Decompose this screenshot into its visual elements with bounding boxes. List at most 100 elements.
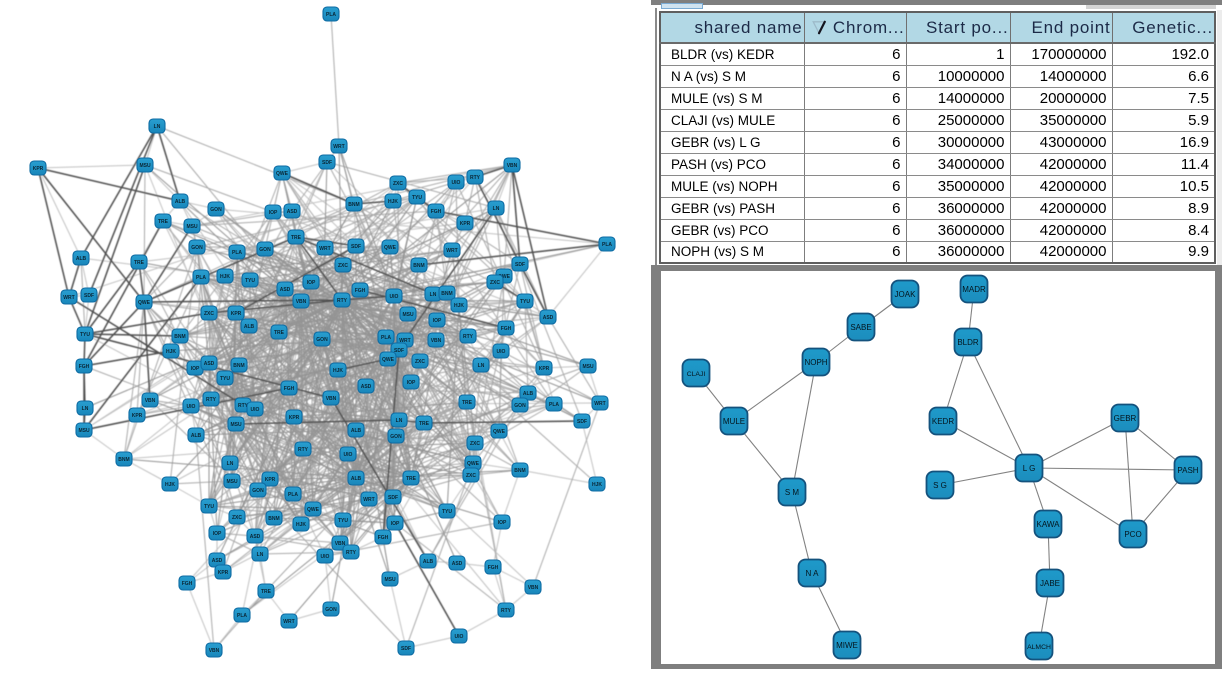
- svg-text:MSU: MSU: [226, 479, 238, 485]
- svg-text:ALB: ALB: [191, 433, 202, 439]
- svg-text:KPR: KPR: [218, 570, 229, 576]
- svg-text:PLA: PLA: [232, 250, 242, 256]
- svg-text:MSU: MSU: [384, 577, 396, 583]
- svg-text:ZXC: ZXC: [466, 473, 476, 479]
- svg-text:MSU: MSU: [230, 422, 242, 428]
- svg-text:GON: GON: [325, 607, 337, 613]
- svg-text:N A: N A: [806, 569, 820, 578]
- svg-text:RTY: RTY: [346, 550, 357, 556]
- svg-text:QWE: QWE: [138, 300, 151, 306]
- svg-text:IOP: IOP: [269, 210, 278, 216]
- svg-text:BNM: BNM: [413, 263, 424, 269]
- svg-text:BNM: BNM: [174, 334, 185, 340]
- svg-text:LN: LN: [82, 406, 89, 412]
- svg-text:UIO: UIO: [390, 294, 399, 300]
- svg-text:QWE: QWE: [307, 507, 320, 513]
- svg-text:HJK: HJK: [454, 303, 464, 309]
- svg-text:PLA: PLA: [549, 402, 559, 408]
- svg-text:IOP: IOP: [433, 318, 442, 324]
- svg-text:IOP: IOP: [191, 366, 200, 372]
- svg-text:GEBR: GEBR: [1114, 414, 1137, 423]
- svg-text:IOP: IOP: [307, 280, 316, 286]
- svg-text:GON: GON: [316, 337, 328, 343]
- svg-text:ALB: ALB: [523, 391, 534, 397]
- svg-text:SABE: SABE: [850, 323, 871, 332]
- svg-text:TRE: TRE: [291, 235, 302, 241]
- svg-text:KPR: KPR: [33, 166, 44, 172]
- svg-text:ALMCH: ALMCH: [1027, 644, 1051, 651]
- svg-text:WRT: WRT: [399, 338, 410, 344]
- svg-text:PCO: PCO: [1124, 530, 1141, 539]
- svg-text:VBN: VBN: [507, 163, 518, 169]
- svg-text:ZXC: ZXC: [470, 441, 480, 447]
- svg-text:S G: S G: [933, 481, 947, 490]
- svg-text:KPR: KPR: [132, 413, 143, 419]
- svg-text:ALB: ALB: [423, 559, 434, 565]
- svg-text:SDF: SDF: [322, 160, 332, 166]
- svg-text:ASD: ASD: [250, 534, 261, 540]
- svg-text:IOP: IOP: [213, 531, 222, 537]
- svg-text:LN: LN: [154, 124, 161, 130]
- svg-text:PASH: PASH: [1177, 466, 1198, 475]
- svg-text:LN: LN: [430, 292, 437, 298]
- svg-text:BNM: BNM: [118, 457, 129, 463]
- svg-text:TRE: TRE: [261, 589, 272, 595]
- svg-text:TRE: TRE: [158, 219, 169, 225]
- svg-text:LN: LN: [493, 206, 500, 212]
- svg-text:MSU: MSU: [402, 312, 414, 318]
- svg-text:TRE: TRE: [406, 476, 417, 482]
- svg-text:MADR: MADR: [962, 285, 986, 294]
- svg-text:FGH: FGH: [79, 364, 90, 370]
- svg-text:FGH: FGH: [488, 565, 499, 571]
- svg-text:FGH: FGH: [355, 288, 366, 294]
- svg-text:FGH: FGH: [284, 386, 295, 392]
- svg-text:SDF: SDF: [388, 495, 398, 501]
- svg-text:PLA: PLA: [288, 492, 298, 498]
- svg-text:PLA: PLA: [237, 613, 247, 619]
- svg-text:BNM: BNM: [441, 291, 452, 297]
- svg-text:ASD: ASD: [452, 561, 463, 567]
- svg-text:ASD: ASD: [280, 287, 291, 293]
- svg-text:QWE: QWE: [384, 245, 397, 251]
- svg-text:FGH: FGH: [431, 209, 442, 215]
- svg-text:UIO: UIO: [187, 404, 196, 410]
- svg-text:TYU: TYU: [412, 195, 422, 201]
- svg-text:SDF: SDF: [351, 244, 361, 250]
- svg-text:WRT: WRT: [446, 248, 457, 254]
- svg-text:QWE: QWE: [498, 274, 511, 280]
- svg-text:RTY: RTY: [238, 403, 249, 409]
- svg-text:ZXC: ZXC: [393, 181, 403, 187]
- svg-text:TYU: TYU: [220, 376, 230, 382]
- svg-text:TYU: TYU: [245, 278, 255, 284]
- svg-text:TYU: TYU: [520, 299, 530, 305]
- svg-text:RTY: RTY: [206, 397, 217, 403]
- svg-text:HJK: HJK: [388, 199, 398, 205]
- svg-text:QWE: QWE: [276, 171, 289, 177]
- svg-text:HJK: HJK: [166, 349, 176, 355]
- svg-text:IOP: IOP: [407, 380, 416, 386]
- svg-text:HJK: HJK: [592, 482, 602, 488]
- svg-text:WRT: WRT: [283, 619, 294, 625]
- svg-text:ZXC: ZXC: [490, 280, 500, 286]
- svg-text:UIO: UIO: [455, 634, 464, 640]
- svg-text:GON: GON: [252, 488, 264, 494]
- svg-text:KPR: KPR: [460, 221, 471, 227]
- svg-text:ASD: ASD: [543, 315, 554, 321]
- svg-text:NOPH: NOPH: [804, 358, 827, 367]
- svg-text:HJK: HJK: [220, 274, 230, 280]
- svg-text:ASD: ASD: [287, 209, 298, 215]
- svg-text:ZXC: ZXC: [338, 263, 348, 269]
- svg-text:FGH: FGH: [501, 326, 512, 332]
- svg-text:BNM: BNM: [233, 363, 244, 369]
- svg-text:ALB: ALB: [76, 256, 87, 262]
- svg-text:LN: LN: [396, 418, 403, 424]
- svg-text:KPR: KPR: [289, 415, 300, 421]
- svg-text:VBN: VBN: [335, 541, 346, 547]
- svg-text:LN: LN: [227, 461, 234, 467]
- svg-text:HJK: HJK: [333, 368, 343, 374]
- svg-text:SDF: SDF: [577, 419, 587, 425]
- svg-text:VBN: VBN: [431, 338, 442, 344]
- svg-text:TRE: TRE: [462, 400, 473, 406]
- svg-text:VBN: VBN: [528, 585, 539, 591]
- svg-text:IOP: IOP: [498, 520, 507, 526]
